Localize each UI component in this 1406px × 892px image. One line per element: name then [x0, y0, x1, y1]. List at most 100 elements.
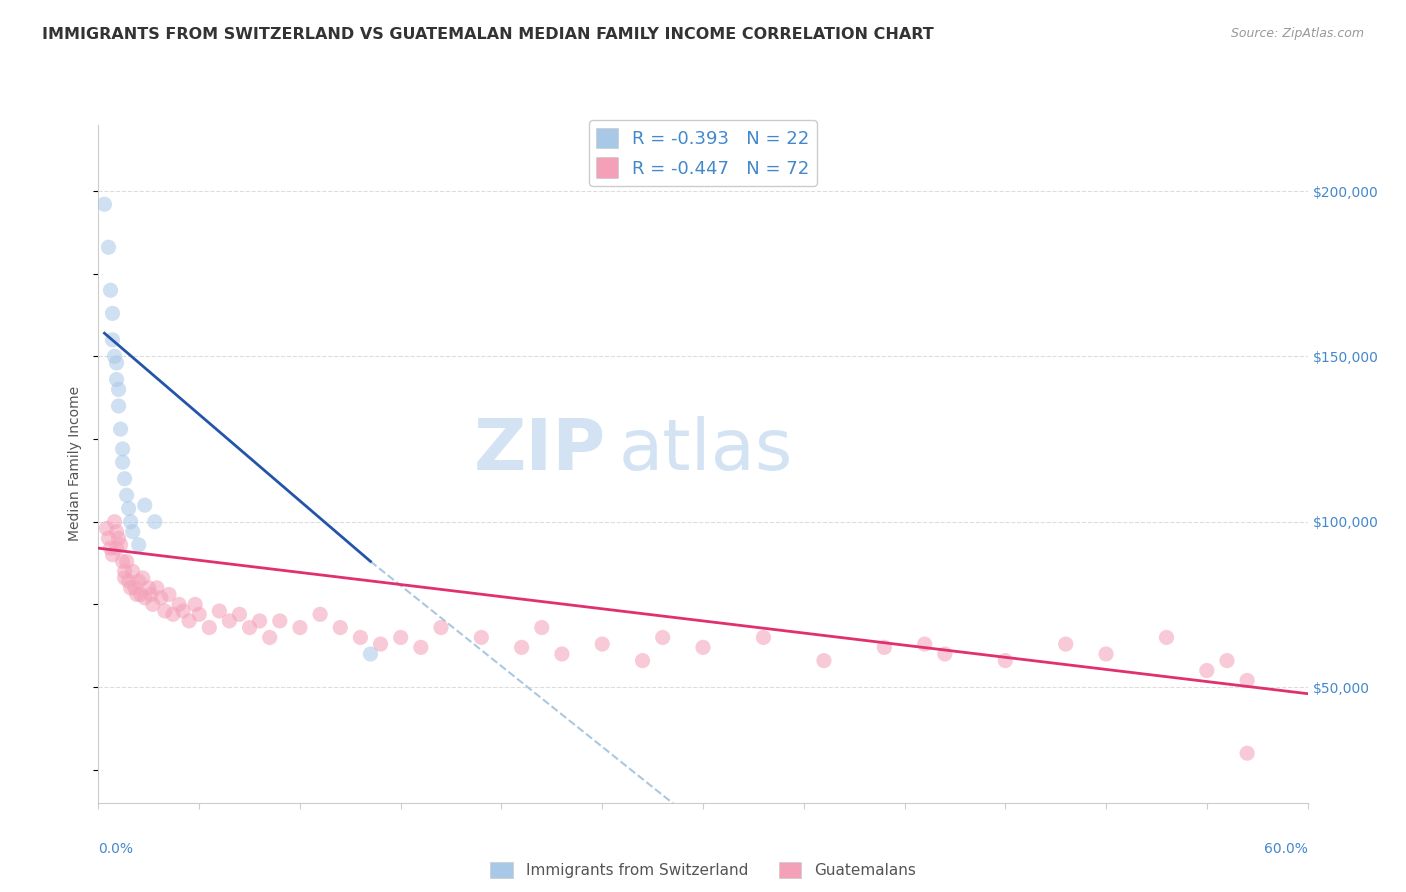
- Point: [114, 571, 136, 585]
- Point: [153, 604, 176, 618]
- Point: [631, 654, 654, 668]
- Point: [198, 621, 221, 635]
- Point: [752, 631, 775, 645]
- Point: [100, 541, 122, 556]
- Point: [138, 581, 160, 595]
- Y-axis label: Median Family Income: Median Family Income: [69, 386, 83, 541]
- Point: [107, 531, 129, 545]
- Point: [118, 501, 141, 516]
- Point: [105, 524, 128, 539]
- Point: [105, 356, 128, 370]
- Point: [129, 587, 152, 601]
- Point: [288, 621, 311, 635]
- Point: [1054, 637, 1077, 651]
- Point: [309, 607, 332, 622]
- Point: [125, 587, 148, 601]
- Point: [470, 631, 492, 645]
- Text: IMMIGRANTS FROM SWITZERLAND VS GUATEMALAN MEDIAN FAMILY INCOME CORRELATION CHART: IMMIGRANTS FROM SWITZERLAND VS GUATEMALA…: [42, 27, 934, 42]
- Point: [530, 621, 553, 635]
- Point: [1236, 746, 1258, 760]
- Point: [370, 637, 392, 651]
- Point: [208, 604, 231, 618]
- Point: [249, 614, 271, 628]
- Point: [100, 283, 122, 297]
- Point: [430, 621, 453, 635]
- Point: [107, 383, 129, 397]
- Point: [873, 640, 896, 655]
- Point: [115, 554, 138, 568]
- Point: [101, 333, 124, 347]
- Point: [188, 607, 211, 622]
- Point: [510, 640, 533, 655]
- Point: [1195, 664, 1218, 678]
- Text: 60.0%: 60.0%: [1264, 842, 1308, 855]
- Point: [914, 637, 936, 651]
- Point: [93, 197, 115, 211]
- Point: [813, 654, 835, 668]
- Point: [157, 587, 180, 601]
- Point: [120, 581, 142, 595]
- Text: Source: ZipAtlas.com: Source: ZipAtlas.com: [1230, 27, 1364, 40]
- Point: [143, 515, 166, 529]
- Point: [389, 631, 412, 645]
- Point: [114, 472, 136, 486]
- Point: [329, 621, 352, 635]
- Point: [128, 574, 150, 589]
- Point: [184, 598, 207, 612]
- Point: [110, 422, 132, 436]
- Point: [105, 372, 128, 386]
- Point: [111, 455, 134, 469]
- Point: [591, 637, 613, 651]
- Point: [139, 587, 162, 601]
- Point: [409, 640, 432, 655]
- Point: [118, 574, 141, 589]
- Point: [103, 350, 125, 364]
- Point: [1095, 647, 1118, 661]
- Legend: Immigrants from Switzerland, Guatemalans: Immigrants from Switzerland, Guatemalans: [484, 855, 922, 884]
- Point: [103, 515, 125, 529]
- Point: [128, 538, 150, 552]
- Point: [107, 399, 129, 413]
- Point: [162, 607, 184, 622]
- Point: [228, 607, 250, 622]
- Text: 0.0%: 0.0%: [98, 842, 134, 855]
- Point: [114, 564, 136, 578]
- Point: [179, 614, 201, 628]
- Point: [651, 631, 673, 645]
- Point: [101, 548, 124, 562]
- Point: [97, 531, 120, 545]
- Point: [239, 621, 262, 635]
- Point: [101, 306, 124, 320]
- Point: [111, 442, 134, 456]
- Point: [1236, 673, 1258, 688]
- Point: [124, 581, 146, 595]
- Point: [360, 647, 382, 661]
- Point: [120, 515, 142, 529]
- Text: atlas: atlas: [619, 416, 793, 484]
- Point: [269, 614, 291, 628]
- Point: [167, 598, 190, 612]
- Point: [1216, 654, 1239, 668]
- Point: [134, 498, 156, 512]
- Point: [934, 647, 956, 661]
- Point: [349, 631, 371, 645]
- Point: [115, 488, 138, 502]
- Point: [110, 538, 132, 552]
- Point: [121, 524, 143, 539]
- Point: [142, 598, 165, 612]
- Point: [149, 591, 172, 605]
- Point: [692, 640, 714, 655]
- Legend: R = -0.393   N = 22, R = -0.447   N = 72: R = -0.393 N = 22, R = -0.447 N = 72: [589, 120, 817, 186]
- Point: [96, 521, 118, 535]
- Point: [146, 581, 169, 595]
- Text: ZIP: ZIP: [474, 416, 606, 484]
- Point: [132, 571, 155, 585]
- Point: [1156, 631, 1178, 645]
- Point: [97, 240, 120, 254]
- Point: [105, 541, 128, 556]
- Point: [134, 591, 156, 605]
- Point: [994, 654, 1017, 668]
- Point: [172, 604, 194, 618]
- Point: [218, 614, 240, 628]
- Point: [111, 554, 134, 568]
